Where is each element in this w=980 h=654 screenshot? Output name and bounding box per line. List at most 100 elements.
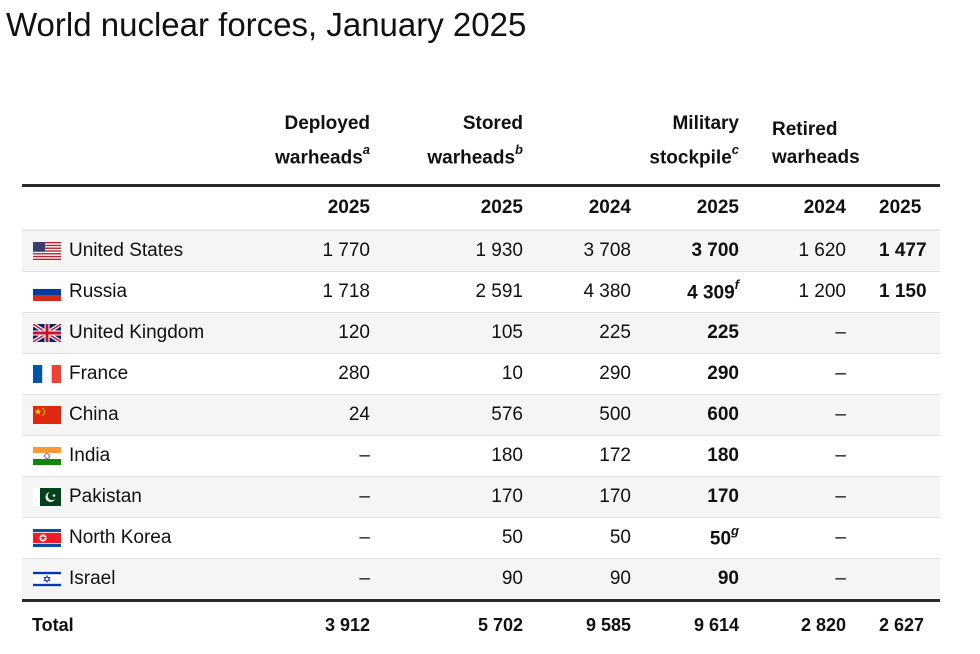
military-2024-cell: 170 (599, 486, 631, 507)
military-2025-cell: 50g (709, 523, 739, 550)
stored-cell: 10 (501, 363, 523, 384)
table-row: United States 1 770 1 930 3 708 3 700 1 620 1 … (22, 230, 940, 272)
retired-2025-cell (846, 559, 940, 601)
deployed-cell: – (359, 486, 370, 507)
retired-2024-cell: – (835, 404, 846, 425)
country-cell: Pakistan (22, 477, 250, 518)
stored-cell: 105 (491, 322, 523, 343)
israel-flag-icon (32, 569, 62, 589)
deployed-cell: 24 (348, 404, 370, 425)
military-stockpile-header: Military stockpilec (649, 112, 739, 168)
country-name: France (69, 363, 129, 384)
table-row: Pakistan – 170 170 170 – (22, 476, 940, 518)
retired-2025-cell: 1 477 (879, 240, 927, 261)
military-2024-cell: 290 (599, 363, 631, 384)
total-row: Total 3 912 5 702 9 585 9 614 2 820 2 62… (22, 600, 940, 641)
military-2024-cell: 50 (609, 527, 631, 548)
france-flag-icon (33, 365, 61, 383)
footnote-marker: g (731, 523, 739, 539)
footnote-marker: c (731, 141, 739, 157)
nuclear-forces-table: Deployed warheadsa Stored warheadsb Mili… (22, 100, 940, 640)
military-2025-cell: 170 (707, 486, 739, 507)
military-2025-cell: 3 700 (691, 240, 739, 261)
retired-2025-cell (846, 395, 940, 436)
total-military-2025: 9 614 (693, 614, 739, 635)
military-2024-cell: 500 (599, 404, 631, 425)
total-stored: 5 702 (477, 614, 523, 635)
country-name: India (69, 445, 111, 466)
deployed-header: Deployed warheadsa (275, 112, 370, 168)
total-retired-2025: 2 627 (879, 614, 925, 635)
military-2025-cell: 600 (707, 404, 739, 425)
military-2024-cell: 3 708 (583, 240, 631, 261)
retired-2024-cell: – (835, 527, 846, 548)
table-row: France 280 10 290 290 – (22, 354, 940, 395)
deployed-cell: 280 (338, 363, 370, 384)
country-name: United States (69, 240, 184, 261)
retired-2024-cell: 1 620 (798, 240, 846, 261)
retired-2025-cell (846, 354, 940, 395)
stored-cell: 2 591 (475, 281, 523, 302)
retired-2024-cell: 1 200 (798, 281, 846, 302)
year-retired-2024: 2024 (803, 197, 846, 218)
military-2024-cell: 172 (599, 445, 631, 466)
retired-2025-cell (846, 477, 940, 518)
table-row: Israel – 90 90 90 – (22, 558, 940, 601)
country-cell: India (22, 436, 250, 477)
deployed-cell: 1 770 (322, 240, 370, 261)
military-2024-cell: 4 380 (583, 281, 631, 302)
country-cell: China (22, 395, 250, 436)
table-row: United Kingdom 120 105 225 225 – (22, 312, 940, 354)
us-flag-icon (33, 242, 61, 260)
deployed-cell: 1 718 (322, 281, 370, 302)
deployed-cell: 120 (338, 322, 370, 343)
military-2025-cell: 180 (707, 445, 739, 466)
retired-2025-cell: 1 150 (879, 281, 927, 302)
china-flag-icon (33, 406, 61, 424)
stored-cell: 50 (501, 527, 523, 548)
retired-2024-cell: – (835, 568, 846, 589)
year-military-2024: 2024 (588, 197, 631, 218)
total-retired-2024: 2 820 (800, 614, 846, 635)
country-cell: United States (22, 230, 250, 272)
total-deployed: 3 912 (324, 614, 370, 635)
retired-2024-cell: – (835, 322, 846, 343)
retired-2024-cell: – (835, 445, 846, 466)
footnote-marker: a (362, 141, 370, 157)
header-row: Deployed warheadsa Stored warheadsb Mili… (22, 100, 940, 186)
stored-header: Stored warheadsb (427, 112, 523, 168)
stored-cell: 1 930 (475, 240, 523, 261)
country-header (22, 100, 250, 186)
military-2025-cell: 290 (707, 363, 739, 384)
country-name: China (69, 404, 119, 425)
table-row: North Korea – 50 50 50g – (22, 518, 940, 559)
stored-cell: 576 (491, 404, 523, 425)
north-korea-flag-icon (33, 529, 61, 547)
footnote-marker: f (734, 277, 739, 293)
pakistan-flag-icon (33, 488, 61, 506)
deployed-cell: – (359, 445, 370, 466)
russia-flag-icon (32, 282, 62, 301)
country-cell: United Kingdom (22, 313, 250, 354)
country-name: Russia (69, 281, 128, 302)
retired-2024-cell: – (835, 486, 846, 507)
india-flag-icon (33, 447, 61, 465)
stored-cell: 180 (491, 445, 523, 466)
year-military-2025: 2025 (696, 197, 739, 218)
military-2025-cell: 4 309f (687, 277, 739, 304)
country-name: North Korea (69, 527, 172, 548)
retired-2025-cell (846, 436, 940, 477)
country-cell: Israel (22, 559, 250, 601)
military-2024-cell: 90 (609, 568, 631, 589)
deployed-cell: – (359, 568, 370, 589)
table-row: Russia 1 718 2 591 4 380 4 309f 1 200 1 150 (22, 272, 940, 313)
country-cell: North Korea (22, 518, 250, 559)
retired-2025-cell (846, 518, 940, 559)
military-2025-cell: 225 (707, 322, 739, 343)
year-deployed: 2025 (327, 197, 370, 218)
table-body: United States 1 770 1 930 3 708 3 700 1 620 1 … (22, 230, 940, 601)
country-cell: France (22, 354, 250, 395)
footnote-marker: b (515, 141, 523, 157)
country-name: Pakistan (69, 486, 142, 507)
retired-2024-cell: – (835, 363, 846, 384)
